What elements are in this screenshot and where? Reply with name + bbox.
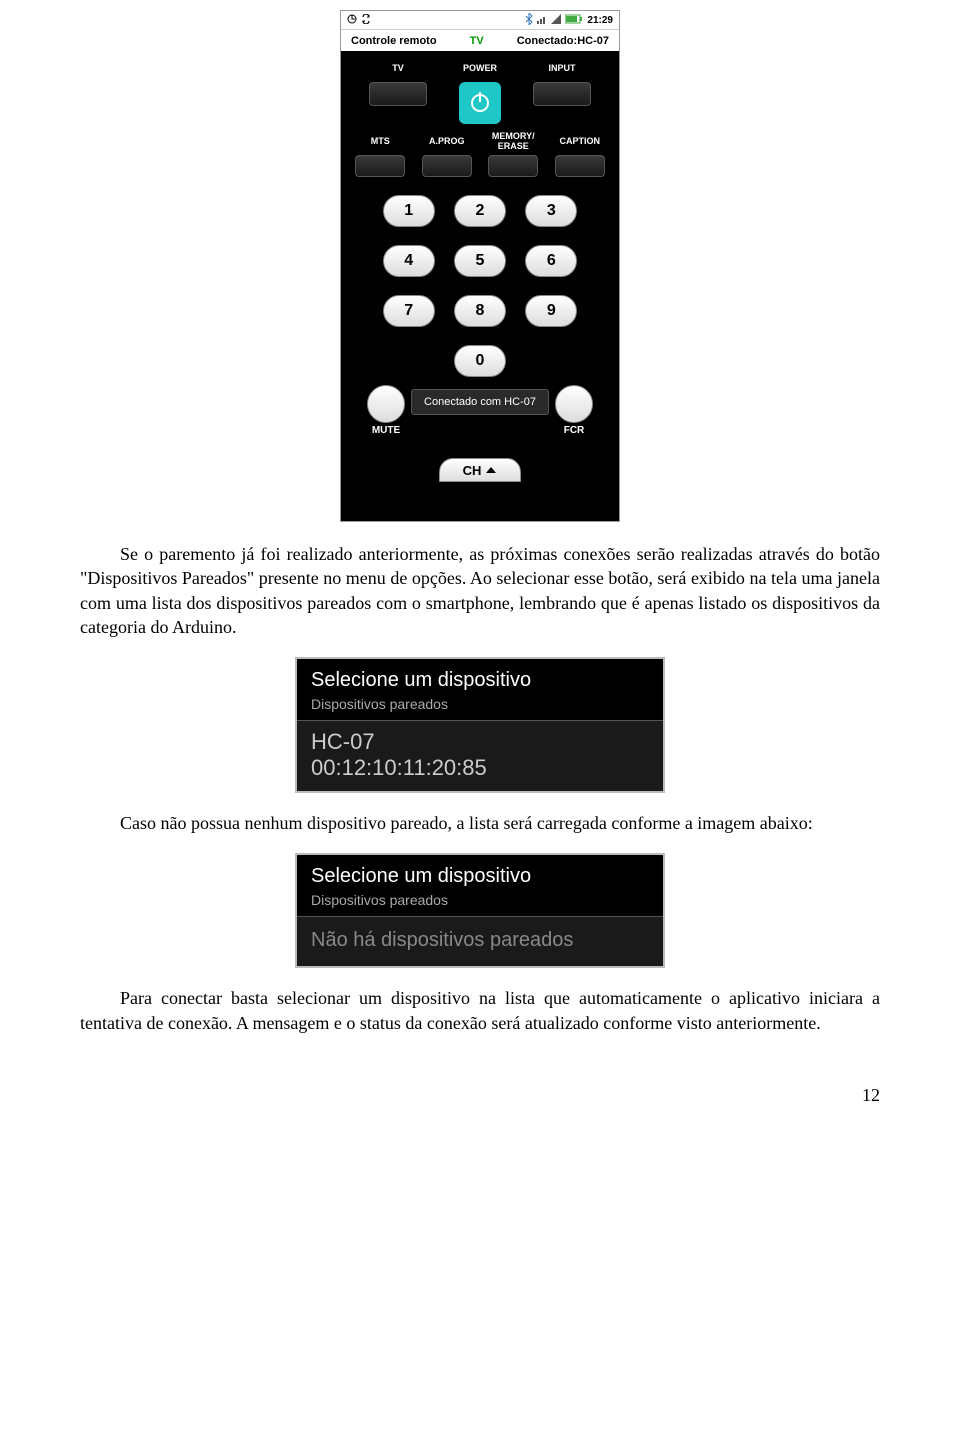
- toast-message: Conectado com HC-07: [411, 389, 549, 415]
- connection-status: Conectado:HC-07: [517, 35, 609, 47]
- mts-button[interactable]: [355, 155, 405, 177]
- num-2[interactable]: 2: [454, 195, 506, 227]
- dialog-title: Selecione um dispositivo: [297, 855, 663, 892]
- fcr-button[interactable]: [555, 385, 593, 423]
- num-5[interactable]: 5: [454, 245, 506, 277]
- empty-dialog-screenshot: Selecione um dispositivo Dispositivos pa…: [80, 853, 880, 968]
- aprog-button[interactable]: [422, 155, 472, 177]
- power-button-label: POWER: [463, 59, 497, 79]
- device-mac: 00:12:10:11:20:85: [297, 755, 663, 791]
- num-6[interactable]: 6: [525, 245, 577, 277]
- empty-message: Não há dispositivos pareados: [297, 917, 663, 966]
- tv-button-label: TV: [392, 59, 404, 79]
- device-name: HC-07: [297, 721, 663, 755]
- chevron-up-icon: [485, 465, 497, 475]
- number-pad: 1 2 3 4 5 6 7 8 9: [341, 181, 619, 335]
- channel-up-button[interactable]: CH: [439, 458, 521, 482]
- num-8[interactable]: 8: [454, 295, 506, 327]
- cell-icon: [551, 14, 561, 27]
- caption-label: CAPTION: [560, 132, 601, 152]
- mute-label: MUTE: [367, 425, 405, 436]
- status-bar: 21:29: [341, 11, 619, 29]
- paragraph-1: Se o paremento já foi realizado anterior…: [80, 542, 880, 639]
- input-button[interactable]: [533, 82, 591, 106]
- phone-screenshot: 21:29 Controle remoto TV Conectado:HC-07…: [80, 10, 880, 522]
- device-list-item[interactable]: HC-07 00:12:10:11:20:85: [297, 721, 663, 791]
- sync-icon: [361, 14, 371, 27]
- paired-dialog-screenshot: Selecione um dispositivo Dispositivos pa…: [80, 657, 880, 793]
- memory-button[interactable]: [488, 155, 538, 177]
- bluetooth-icon: [525, 13, 533, 28]
- dialog-subtitle: Dispositivos pareados: [297, 696, 663, 720]
- clock: 21:29: [587, 15, 613, 26]
- num-7[interactable]: 7: [383, 295, 435, 327]
- dialog-title: Selecione um dispositivo: [297, 659, 663, 696]
- google-icon: [347, 14, 357, 27]
- mute-button[interactable]: [367, 385, 405, 423]
- signal-icon: [537, 14, 547, 27]
- num-1[interactable]: 1: [383, 195, 435, 227]
- tv-button[interactable]: [369, 82, 427, 106]
- num-4[interactable]: 4: [383, 245, 435, 277]
- mode-label: TV: [470, 35, 484, 47]
- app-title: Controle remoto: [351, 35, 437, 47]
- power-button[interactable]: [459, 82, 501, 124]
- page-number: 12: [80, 1085, 880, 1106]
- num-3[interactable]: 3: [525, 195, 577, 227]
- num-0[interactable]: 0: [454, 345, 506, 377]
- dialog-subtitle: Dispositivos pareados: [297, 892, 663, 916]
- memory-label: MEMORY/ ERASE: [492, 132, 535, 152]
- input-button-label: INPUT: [549, 59, 576, 79]
- num-9[interactable]: 9: [525, 295, 577, 327]
- battery-icon: [565, 14, 583, 27]
- paragraph-2: Caso não possua nenhum dispositivo parea…: [80, 811, 880, 835]
- fcr-label: FCR: [555, 425, 593, 436]
- power-icon: [471, 94, 489, 112]
- app-header: Controle remoto TV Conectado:HC-07: [341, 29, 619, 51]
- caption-button[interactable]: [555, 155, 605, 177]
- ch-label: CH: [463, 463, 482, 478]
- mts-label: MTS: [371, 132, 390, 152]
- aprog-label: A.PROG: [429, 132, 465, 152]
- paragraph-3: Para conectar basta selecionar um dispos…: [80, 986, 880, 1035]
